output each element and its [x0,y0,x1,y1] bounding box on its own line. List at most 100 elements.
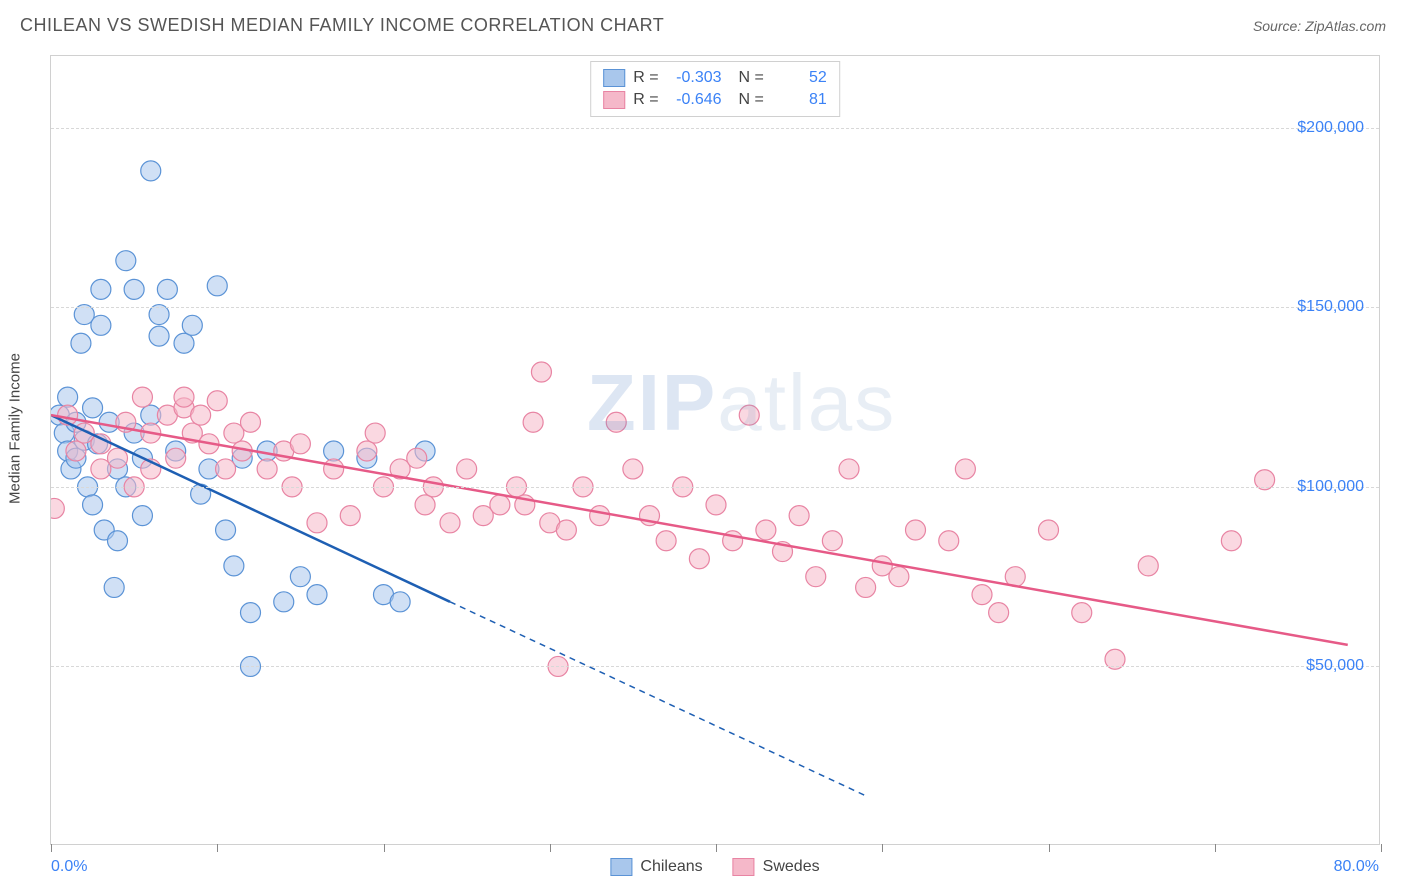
x-tick [1381,844,1382,852]
data-point [91,434,111,454]
y-tick-label: $200,000 [1297,119,1364,137]
data-point [839,459,859,479]
data-point [241,412,261,432]
data-point [739,405,759,425]
n-label: N = [730,91,764,109]
data-point [390,592,410,612]
x-tick [217,844,218,852]
data-point [91,315,111,335]
data-point [224,556,244,576]
n-value-swedes: 81 [772,91,827,109]
n-label: N = [730,69,764,87]
data-point [590,506,610,526]
stats-legend: R = -0.303 N = 52 R = -0.646 N = 81 [590,61,840,117]
legend-label-swedes: Swedes [763,858,820,876]
data-point [83,495,103,515]
data-point [141,161,161,181]
legend-item-chileans: Chileans [610,858,702,876]
r-value-chileans: -0.303 [667,69,722,87]
data-point [116,251,136,271]
data-point [939,531,959,551]
data-point [274,592,294,612]
data-point [51,498,64,518]
grid-line [51,128,1379,129]
data-point [889,567,909,587]
y-axis-label: Median Family Income [7,353,24,504]
data-point [989,603,1009,623]
data-point [606,412,626,432]
data-point [556,520,576,540]
data-point [307,513,327,533]
chart-header: CHILEAN VS SWEDISH MEDIAN FAMILY INCOME … [0,0,1406,46]
data-point [290,434,310,454]
data-point [207,391,227,411]
stats-row-swedes: R = -0.646 N = 81 [603,89,827,111]
data-point [182,315,202,335]
data-point [706,495,726,515]
data-point [124,279,144,299]
data-point [1039,520,1059,540]
data-point [756,520,776,540]
data-point [340,506,360,526]
data-point [71,333,91,353]
series-legend: Chileans Swedes [610,858,819,876]
n-value-chileans: 52 [772,69,827,87]
scatter-svg [51,56,1381,846]
x-axis-min-label: 0.0% [51,858,87,876]
data-point [415,495,435,515]
r-value-swedes: -0.646 [667,91,722,109]
data-point [1138,556,1158,576]
x-tick [716,844,717,852]
data-point [789,506,809,526]
r-label: R = [633,69,658,87]
data-point [806,567,826,587]
chart-title: CHILEAN VS SWEDISH MEDIAN FAMILY INCOME … [20,15,664,36]
data-point [457,459,477,479]
data-point [324,441,344,461]
data-point [972,585,992,605]
x-axis-max-label: 80.0% [1334,858,1379,876]
data-point [531,362,551,382]
chart-source: Source: ZipAtlas.com [1253,18,1386,34]
r-label: R = [633,91,658,109]
data-point [307,585,327,605]
data-point [856,577,876,597]
grid-line [51,487,1379,488]
data-point [108,531,128,551]
data-point [324,459,344,479]
data-point [149,326,169,346]
data-point [357,441,377,461]
stats-row-chileans: R = -0.303 N = 52 [603,67,827,89]
data-point [440,513,460,533]
y-tick-label: $50,000 [1306,657,1364,675]
data-point [365,423,385,443]
x-tick [550,844,551,852]
data-point [174,333,194,353]
data-point [132,387,152,407]
data-point [689,549,709,569]
data-point [91,279,111,299]
data-point [216,520,236,540]
legend-swatch-chileans [610,858,632,876]
x-tick [51,844,52,852]
data-point [257,459,277,479]
swatch-chileans [603,69,625,87]
legend-item-swedes: Swedes [733,858,820,876]
chart-plot-area: R = -0.303 N = 52 R = -0.646 N = 81 ZIPa… [50,55,1380,845]
data-point [822,531,842,551]
data-point [66,441,86,461]
x-tick [1049,844,1050,852]
legend-label-chileans: Chileans [640,858,702,876]
trend-line-dashed [450,602,866,796]
data-point [157,279,177,299]
data-point [104,577,124,597]
data-point [108,448,128,468]
data-point [58,387,78,407]
data-point [132,506,152,526]
grid-line [51,307,1379,308]
y-tick-label: $150,000 [1297,298,1364,316]
x-tick [384,844,385,852]
data-point [290,567,310,587]
data-point [207,276,227,296]
data-point [241,603,261,623]
